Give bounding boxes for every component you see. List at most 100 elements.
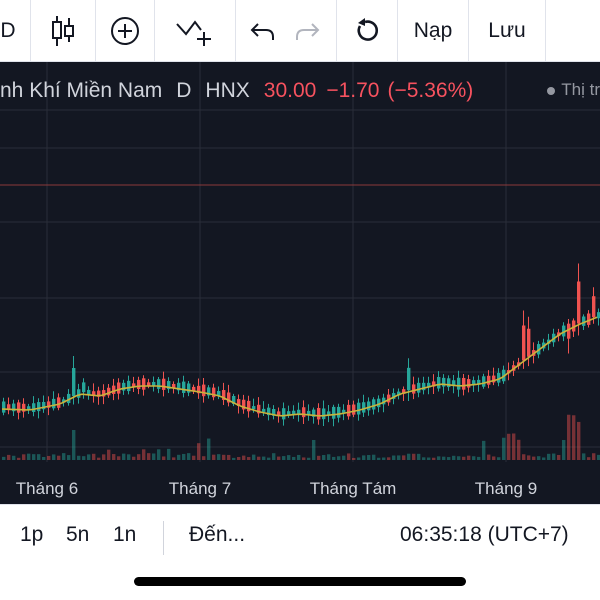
volume-bar xyxy=(567,414,571,460)
volume-bar xyxy=(302,457,306,460)
candle-body xyxy=(307,410,311,415)
volume-bar xyxy=(442,456,446,460)
symbol-legend[interactable]: nh Khí Miền Nam D HNX 30.00 −1.70 (−5.36… xyxy=(0,78,473,104)
divider xyxy=(336,0,337,62)
candle-body xyxy=(167,381,171,390)
volume-bar xyxy=(257,456,261,460)
goto-date-button[interactable]: Đến... xyxy=(189,523,246,546)
volume-bar xyxy=(187,453,191,460)
candle-body xyxy=(587,313,591,325)
volume-bar xyxy=(12,455,16,460)
bottom-toolbar: 1p 5n 1n Đến... 06:35:18 (UTC+7) xyxy=(0,504,600,568)
divider xyxy=(545,0,546,62)
volume-bar xyxy=(262,456,266,460)
candle-body xyxy=(7,404,11,411)
load-button[interactable]: Nạp xyxy=(398,0,468,62)
candle-body xyxy=(577,281,581,324)
candlesticks xyxy=(2,263,600,427)
home-indicator xyxy=(134,577,466,586)
redo-button[interactable] xyxy=(286,0,328,62)
indicators-button[interactable] xyxy=(155,0,235,62)
time-axis: Tháng 6 Tháng 7 Tháng Tám Tháng 9 xyxy=(16,479,537,498)
candle-body xyxy=(582,316,586,326)
volume-bar xyxy=(477,456,481,460)
candle-body xyxy=(327,411,331,416)
volume-bar xyxy=(397,455,401,460)
save-button[interactable]: Lưu xyxy=(469,0,545,62)
volume-bar xyxy=(487,454,491,460)
candle-body xyxy=(527,328,531,357)
candle-body xyxy=(127,380,131,392)
volume-bar xyxy=(587,457,591,460)
candle-body xyxy=(372,399,376,410)
candle-body xyxy=(407,367,411,391)
price-chart[interactable]: Tháng 6 Tháng 7 Tháng Tám Tháng 9 xyxy=(0,62,600,504)
candle-body xyxy=(37,402,41,412)
candle-body xyxy=(332,406,336,419)
chart-canvas: Tháng 6 Tháng 7 Tháng Tám Tháng 9 xyxy=(0,62,600,504)
top-toolbar: D xyxy=(0,0,600,62)
moving-average-line xyxy=(1,316,598,417)
candle-body xyxy=(352,404,356,415)
range-button-5n[interactable]: 5n xyxy=(66,523,90,546)
volume-bar xyxy=(162,456,166,460)
volume-bar xyxy=(407,453,411,460)
symbol-name: nh Khí Miền Nam xyxy=(0,79,163,102)
candle-body xyxy=(102,390,106,397)
candle-body xyxy=(197,385,201,394)
volume-bar xyxy=(172,457,176,460)
candle-body xyxy=(402,389,406,394)
volume-bar xyxy=(167,448,171,460)
range-button-1p[interactable]: 1p xyxy=(20,523,44,546)
volume-bar xyxy=(147,453,151,460)
candle-body xyxy=(252,406,256,410)
candle-body xyxy=(312,409,316,417)
volume-bar xyxy=(297,454,301,460)
volume-bar xyxy=(27,453,31,460)
candle-body xyxy=(137,379,141,389)
range-button-1n[interactable]: 1n xyxy=(113,523,137,546)
candle-body xyxy=(417,382,421,393)
candle-body xyxy=(232,396,236,404)
volume-bar xyxy=(272,453,276,460)
volume-bar xyxy=(57,455,61,460)
candle-body xyxy=(592,296,596,318)
candle-body xyxy=(412,384,416,394)
reset-icon xyxy=(357,18,379,41)
candle-body xyxy=(437,377,441,389)
candle-body xyxy=(292,410,296,415)
undo-button[interactable] xyxy=(242,0,284,62)
chart-type-button[interactable] xyxy=(31,0,95,62)
volume-bar xyxy=(37,454,41,460)
volume-bar xyxy=(447,457,451,460)
volume-bar xyxy=(197,443,201,460)
interval-button[interactable]: D xyxy=(0,0,30,62)
timezone-clock[interactable]: 06:35:18 (UTC+7) xyxy=(400,523,569,546)
compare-button[interactable] xyxy=(96,0,154,62)
volume-bar xyxy=(192,455,196,460)
candle-body xyxy=(272,409,276,416)
volume-bar xyxy=(97,457,101,460)
volume-bar xyxy=(432,457,436,460)
reset-button[interactable] xyxy=(337,0,397,62)
volume-bar xyxy=(512,433,516,460)
candle-body xyxy=(162,378,166,390)
candle-body xyxy=(42,401,46,410)
volume-bar xyxy=(357,457,361,460)
price-change: −1.70 xyxy=(326,79,380,102)
volume-bar xyxy=(317,455,321,460)
volume-bar xyxy=(387,457,391,460)
divider xyxy=(95,0,96,62)
candle-body xyxy=(287,411,291,416)
candle-body xyxy=(132,383,136,388)
volume-bar xyxy=(572,415,576,460)
volume-bar xyxy=(372,454,376,460)
candle-body xyxy=(207,387,211,396)
volume-bar xyxy=(252,454,256,460)
volume-bar xyxy=(137,454,141,460)
candle-body xyxy=(122,382,126,391)
volume-bar xyxy=(377,457,381,460)
candle-body xyxy=(347,404,351,417)
volume-bar xyxy=(117,456,121,460)
candle-body xyxy=(432,381,436,387)
